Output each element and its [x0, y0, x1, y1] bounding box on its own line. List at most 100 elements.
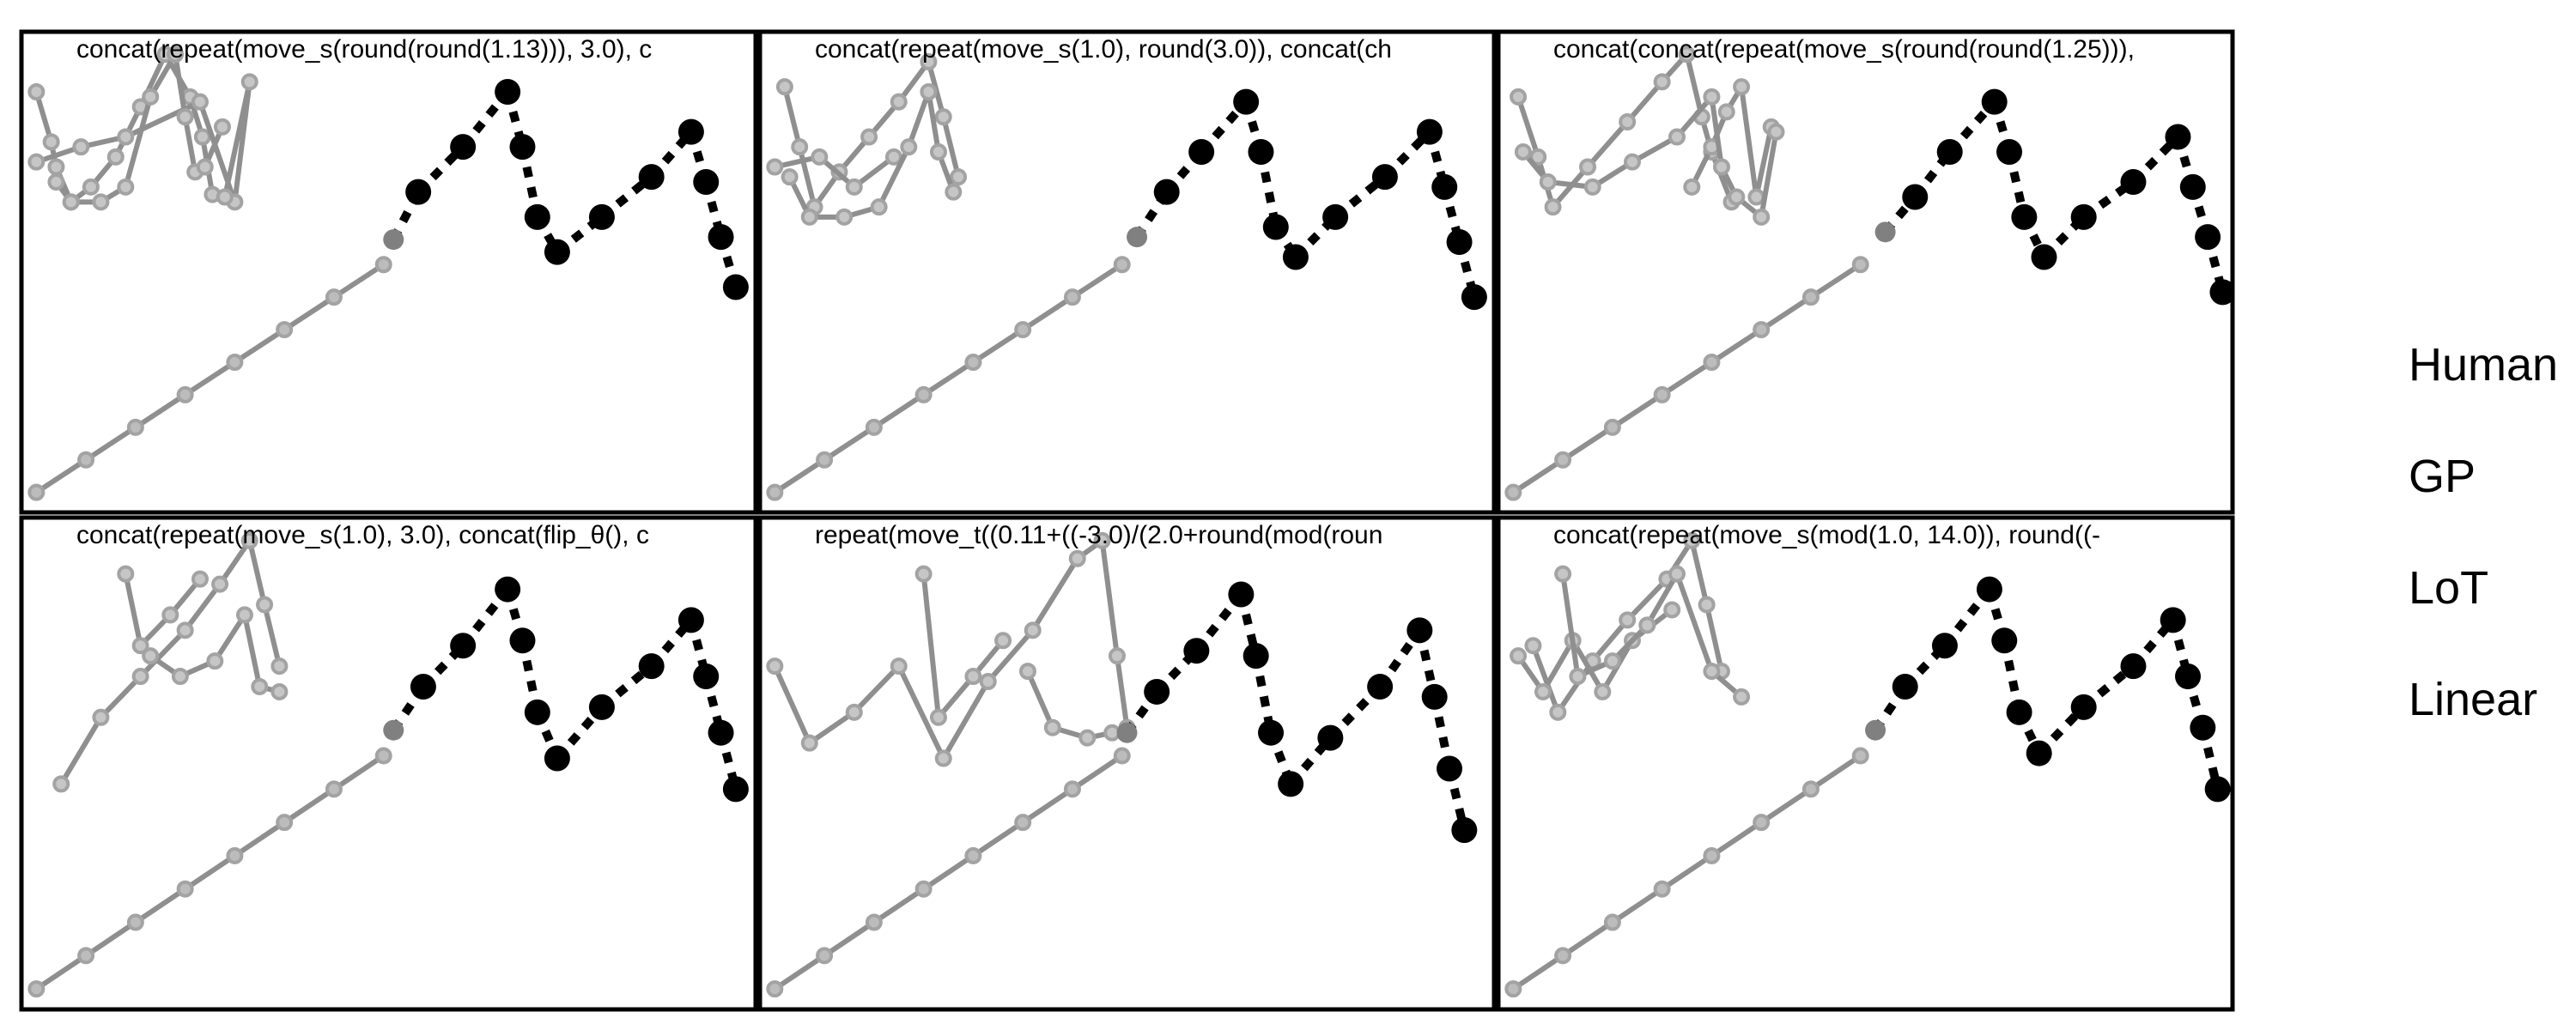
series-line — [33, 753, 386, 992]
series-point — [1728, 188, 1746, 206]
series-point — [1753, 814, 1771, 832]
series-human — [781, 83, 963, 226]
panel-title: concat(concat(repeat(move_s(round(round(… — [1553, 35, 2135, 64]
series-linear — [27, 256, 392, 501]
series-point — [1653, 385, 1671, 403]
panel-title: concat(repeat(move_s(mod(1.0, 14.0)), ro… — [1553, 521, 2100, 549]
target-point — [405, 179, 432, 205]
series-line — [772, 262, 1125, 495]
series-point — [1529, 148, 1547, 166]
target-point — [2026, 740, 2052, 766]
series-point — [800, 208, 818, 226]
series-line — [58, 537, 283, 787]
target-point — [383, 719, 404, 741]
series-point — [117, 565, 135, 583]
series-target — [1865, 576, 2231, 803]
target-point — [2160, 607, 2186, 633]
series-point — [167, 45, 185, 64]
series-point — [27, 483, 46, 501]
series-lot — [117, 565, 209, 655]
series-point — [106, 148, 125, 166]
series-point — [142, 647, 160, 665]
series-point — [920, 83, 938, 100]
series-point — [1063, 780, 1081, 798]
series-point — [884, 148, 902, 166]
series-point — [251, 677, 269, 695]
series-point — [811, 148, 829, 166]
series-point — [1024, 621, 1042, 639]
series-linear — [766, 747, 1131, 998]
target-point — [677, 118, 704, 145]
series-point — [211, 575, 229, 593]
series-point — [1623, 153, 1641, 171]
series-linear — [766, 256, 1131, 501]
series-line — [33, 262, 386, 495]
series-point — [27, 980, 46, 998]
series-point — [865, 913, 883, 931]
series-point — [72, 138, 90, 156]
target-point — [1278, 771, 1304, 797]
series-point — [964, 846, 982, 864]
panel-5: repeat(move_t((0.11+((-3.0)/(2.0+round(m… — [757, 515, 1497, 1012]
target-point — [544, 745, 570, 772]
series-point — [1703, 663, 1721, 681]
series-lot — [914, 565, 1012, 726]
series-point — [193, 128, 211, 146]
series-lot — [766, 148, 902, 196]
series-point — [161, 606, 179, 624]
series-point — [1767, 123, 1785, 141]
target-point — [1981, 88, 2008, 115]
series-target — [1874, 88, 2233, 306]
series-linear — [1504, 256, 1869, 501]
series-point — [870, 198, 888, 216]
series-point — [1683, 531, 1701, 549]
panel-4: concat(repeat(move_s(1.0), 3.0), concat(… — [19, 515, 758, 1012]
series-gp — [1524, 531, 1730, 721]
series-point — [1753, 321, 1771, 339]
legend-item-lot: LoT — [2409, 562, 2489, 614]
series-point — [235, 606, 253, 624]
series-point — [240, 531, 258, 549]
series-point — [62, 193, 80, 211]
target-point — [544, 239, 570, 265]
series-point — [816, 451, 834, 469]
series-line — [1530, 537, 1724, 715]
series-point — [176, 880, 194, 898]
target-point — [1258, 719, 1285, 746]
series-point — [1510, 88, 1528, 106]
series-point — [82, 178, 100, 196]
series-point — [865, 418, 883, 436]
series-point — [860, 128, 878, 146]
series-point — [1747, 188, 1765, 206]
target-point — [509, 134, 536, 161]
series-line — [1520, 94, 1779, 220]
series-point — [800, 734, 818, 752]
panel-3: concat(concat(repeat(move_s(round(round(… — [1496, 29, 2235, 515]
series-point — [47, 173, 65, 191]
series-point — [890, 657, 908, 676]
series-point — [1733, 78, 1751, 96]
series-point — [1801, 288, 1820, 306]
target-point — [708, 719, 734, 746]
series-point — [191, 570, 209, 588]
target-point — [1991, 627, 2018, 654]
series-point — [950, 168, 968, 186]
series-point — [1733, 688, 1751, 706]
target-point — [2209, 279, 2233, 306]
series-lot — [27, 73, 258, 211]
target-point — [1892, 673, 1918, 700]
target-point — [495, 576, 521, 603]
target-point — [2070, 203, 2097, 230]
series-point — [816, 947, 834, 965]
series-point — [1504, 980, 1522, 998]
series-point — [920, 53, 938, 70]
target-point — [1406, 617, 1433, 644]
series-target — [1127, 88, 1487, 311]
target-point — [509, 627, 536, 654]
series-point — [1504, 483, 1522, 501]
panel-frame — [1496, 29, 2235, 515]
series-point — [1544, 198, 1562, 216]
series-point — [77, 947, 95, 965]
target-point — [1228, 581, 1255, 608]
